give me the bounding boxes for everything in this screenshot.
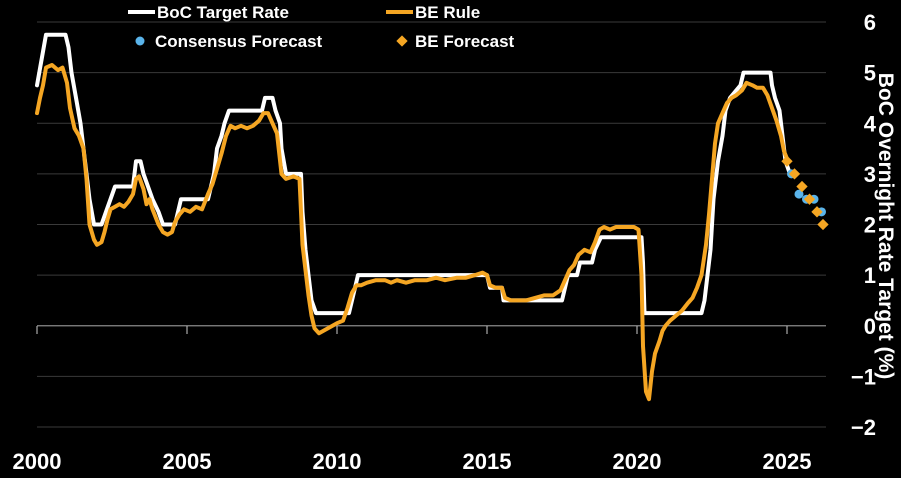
x-tick-label: 2005: [163, 449, 212, 474]
point-be-forecast: [803, 193, 816, 205]
x-tick-label: 2000: [13, 449, 62, 474]
y-tick-label: −1: [851, 364, 876, 389]
legend-swatch-be-forecast: [396, 35, 408, 47]
legend-swatch-consensus-forecast: [135, 36, 145, 46]
point-be-forecast: [781, 155, 793, 167]
y-tick-label: 5: [864, 61, 876, 86]
legend: BoC Target Rate BE Rule Consensus Foreca…: [128, 3, 515, 51]
y-axis-title: BoC Overnight Rate Target (%): [874, 73, 897, 379]
series-layer: [35, 32, 829, 402]
x-axis: 2000 2005 2010 2015 2020 2025: [13, 326, 812, 474]
y-tick-label: 1: [864, 263, 876, 288]
x-tick-label: 2020: [613, 449, 662, 474]
y-tick-label: 2: [864, 213, 876, 238]
x-tick-label: 2010: [313, 449, 362, 474]
legend-item-boc-target-rate: BoC Target Rate: [128, 3, 289, 22]
legend-label-boc-target-rate: BoC Target Rate: [157, 3, 289, 22]
y-tick-label: 6: [864, 10, 876, 35]
grid-lines: [37, 21, 826, 428]
point-be-forecast: [796, 180, 808, 193]
y-tick-label: 4: [864, 111, 877, 136]
x-tick-label: 2025: [763, 449, 812, 474]
y-tick-label: 0: [864, 314, 876, 339]
point-be-forecast: [817, 218, 829, 231]
y-tick-label: −2: [851, 415, 876, 440]
legend-label-be-rule: BE Rule: [415, 3, 480, 22]
legend-label-consensus-forecast: Consensus Forecast: [155, 32, 323, 51]
legend-item-be-forecast: BE Forecast: [396, 32, 515, 51]
x-tick-label: 2015: [463, 449, 512, 474]
legend-item-be-rule: BE Rule: [386, 3, 480, 22]
y-axis: −2 −1 0 1 2 3 4 5 6: [851, 10, 877, 440]
legend-item-consensus-forecast: Consensus Forecast: [135, 32, 323, 51]
point-consensus-forecast: [794, 189, 804, 199]
point-be-forecast: [788, 168, 801, 180]
point-be-forecast: [811, 206, 823, 218]
y-tick-label: 3: [864, 162, 876, 187]
legend-label-be-forecast: BE Forecast: [415, 32, 515, 51]
series-line-be-rule: [35, 63, 789, 402]
